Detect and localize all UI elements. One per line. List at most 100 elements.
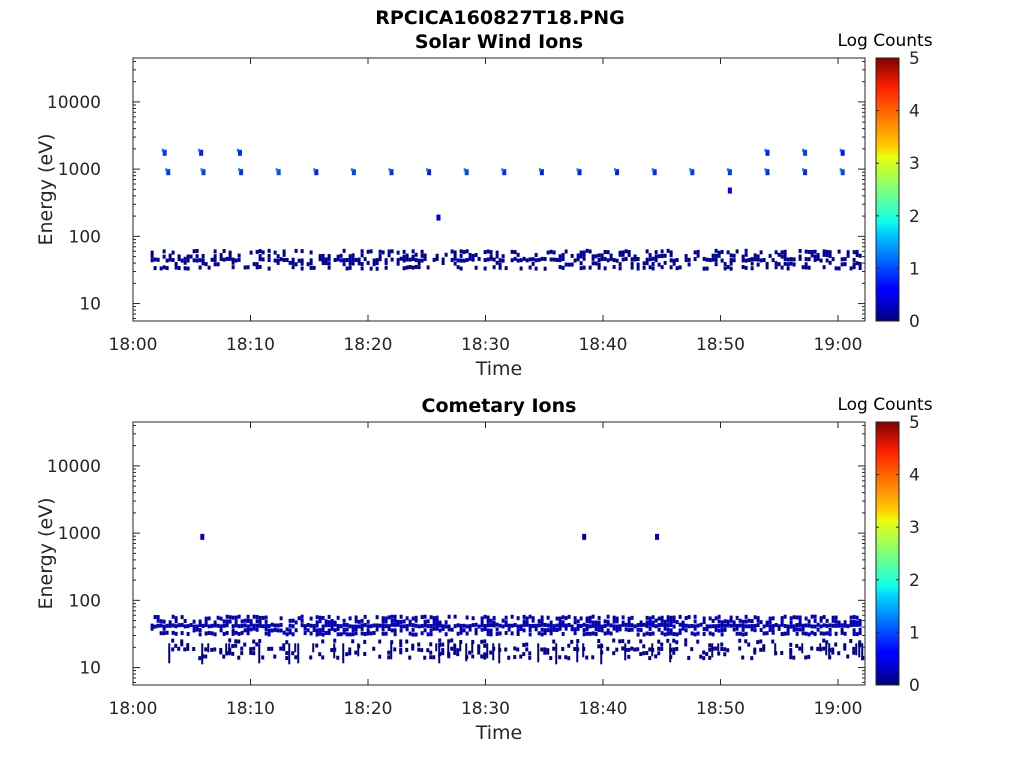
plot-1-cell [582,256,586,261]
plot-1-cell [802,148,805,152]
plot-2-cell [666,618,670,623]
plot-2-cell [555,628,559,633]
plot-1-cell [594,254,598,259]
plot-1-cell [285,257,289,262]
plot-1-cell [282,252,286,257]
plot-2-cell [819,643,822,652]
plot-2-cell [846,624,850,629]
plot-2-cell [357,619,361,624]
plot-2-cell [714,624,718,629]
plot-2-cell [198,656,202,661]
plot-2-cell [546,623,550,628]
plot-1-cell [465,249,469,254]
plot-2-cell [813,624,817,629]
plot-2-cell [723,627,727,632]
plot-2-cell [216,623,220,628]
plot-2-cell [798,615,802,620]
plot-2-cell [555,643,558,665]
plot-1-cell [489,254,493,259]
plot-2-cell [543,650,547,655]
plot-1-cell [225,256,229,261]
plot-2-cell [687,655,691,660]
plot-2-cell [252,623,256,628]
plot-2-cell [615,628,619,633]
plot-1-cell [495,260,499,265]
plot-1-cell [228,256,232,261]
plot-2-cell [312,627,316,632]
plot-1-cell [837,266,841,271]
plot-2-cell [354,619,358,624]
plot-2-cell [768,620,772,625]
plot-2-cell [597,615,601,620]
plot-1-cell [183,256,187,261]
plot-2-cell [720,642,724,647]
plot-1-cell [465,257,469,262]
plot-2-cell [435,623,439,628]
plot-2-cell [537,631,541,636]
plot-2-x-tick-label: 19:00 [813,699,862,719]
plot-1-cell [441,257,445,262]
plot-2-cell [498,643,501,664]
plot-1-cell [396,261,400,266]
plot-1-cell [558,265,562,270]
plot-2-cell [852,631,856,636]
plot-1-cell [609,253,613,258]
plot-2-cell [741,632,745,637]
plot-1-cell [417,258,421,263]
plot-1-cell [258,257,262,262]
plot-1-cell [456,265,460,270]
plot-2-cell [621,622,625,627]
plot-2-cell [429,642,433,647]
plot-2-cell [633,624,637,629]
plot-2-cell [699,622,703,627]
plot-1-cell [585,248,589,253]
plot-2-cell [693,624,697,629]
plot-2-cell [429,650,433,655]
plot-1-cell [615,169,620,176]
plot-2-cell [312,624,316,629]
plot-2-cell [387,615,391,620]
plot-1-cell [774,261,778,266]
plot-2-cell [231,624,235,629]
plot-1-cell [492,257,496,262]
plot-1-cell [464,169,469,176]
plot-2-cell [747,624,751,629]
plot-2-cell [663,632,667,637]
plot-2-cell [336,626,340,631]
plot-1-x-tick-label: 18:30 [461,335,510,355]
plot-2-cell [657,646,661,651]
plot-1-cell [348,261,352,266]
plot-2-cell [720,623,724,628]
plot-2-cell [603,631,607,636]
plot-2-cell [669,643,672,663]
plot-2-cell [204,623,208,628]
plot-2-cell [513,623,517,628]
plot-2-cell [219,616,223,621]
plot-2-cell [249,647,253,652]
plot-1-cell [360,262,364,267]
plot-1-cell [648,257,652,262]
plot-1-cell [849,266,853,271]
plot-2-cell [231,644,235,649]
plot-2-cell [738,618,742,623]
plot-1-cell [199,149,204,156]
plot-1-cell [654,250,658,255]
plot-1-cell [483,258,487,263]
plot-2-x-tick-label: 18:00 [109,699,158,719]
plot-1-cell [366,260,370,265]
plot-2-cell [213,620,217,625]
plot-2-cell [252,651,256,656]
plot-2-cell [756,618,760,623]
plot-2-cell [318,631,322,636]
plot-2-cell [648,626,652,631]
plot-2-cell [795,631,799,636]
plot-2-cell [555,616,559,621]
plot-2-cell [489,650,493,655]
plot-1-cell [843,262,847,267]
plot-2-cell [333,628,337,633]
plot-2-x-tick-label: 18:40 [578,699,627,719]
plot-2-cell [330,626,334,631]
plot-2-cell [210,631,214,636]
plot-2-cell [489,632,493,637]
plot-2-cell [834,631,838,636]
